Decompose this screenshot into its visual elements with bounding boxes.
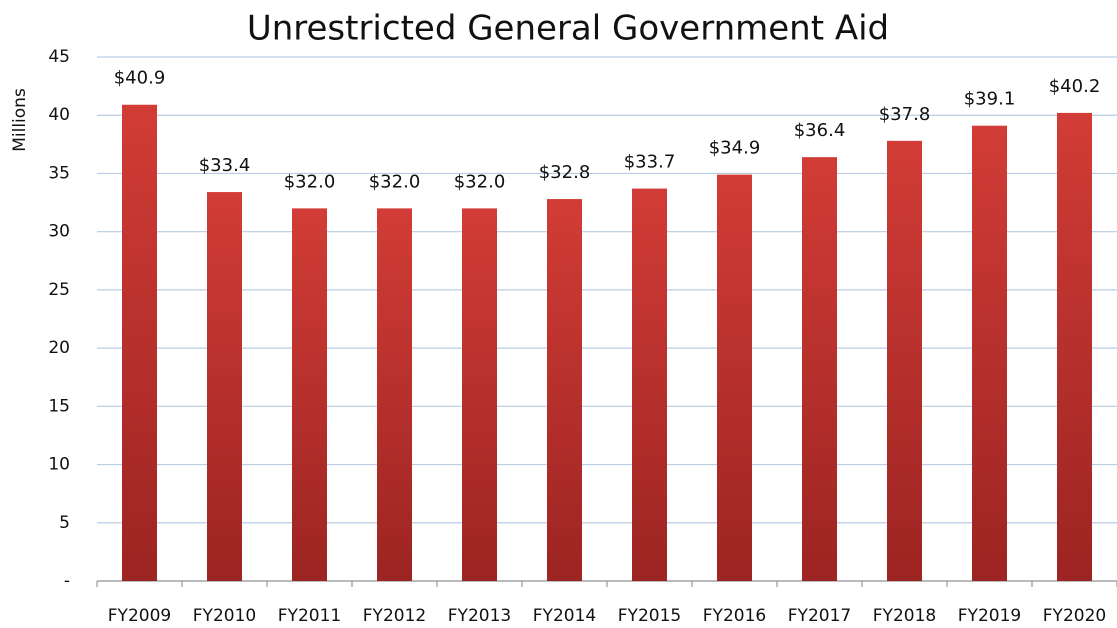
y-tick-label: -	[64, 571, 70, 591]
value-label: $34.9	[709, 138, 761, 159]
bar	[292, 208, 327, 581]
bar	[802, 157, 837, 582]
value-label: $40.2	[1049, 76, 1101, 97]
x-tick-label: FY2013	[448, 606, 511, 626]
x-tick-label: FY2010	[193, 606, 256, 626]
x-tick-label: FY2016	[703, 606, 766, 626]
y-tick-label: 5	[59, 513, 70, 533]
y-tick-label: 40	[48, 105, 70, 125]
bar	[547, 199, 582, 581]
bar	[122, 104, 157, 582]
bar	[462, 208, 497, 581]
y-tick-label: 15	[48, 396, 70, 416]
value-label: $37.8	[879, 104, 931, 125]
y-tick-label: 10	[48, 455, 70, 475]
y-tick-label: 45	[48, 47, 70, 67]
value-label: $32.8	[539, 162, 591, 183]
value-label: $32.0	[454, 171, 506, 192]
x-tick-label: FY2020	[1043, 606, 1106, 626]
bar	[632, 188, 667, 582]
value-label: $40.9	[114, 68, 166, 89]
y-tick-label: 25	[48, 280, 70, 300]
y-tick-label: 30	[48, 222, 70, 242]
value-label: $32.0	[369, 171, 421, 192]
value-label: $39.1	[964, 89, 1016, 110]
x-tick-label: FY2015	[618, 606, 681, 626]
x-tick-label: FY2014	[533, 606, 596, 626]
y-axis-label: Millions	[10, 88, 30, 152]
x-tick-label: FY2009	[108, 606, 171, 626]
bar	[717, 174, 752, 581]
bar	[972, 125, 1007, 582]
value-label: $33.7	[624, 152, 676, 173]
y-tick-label: 35	[48, 163, 70, 183]
bar	[887, 140, 922, 581]
x-tick-label: FY2012	[363, 606, 426, 626]
value-label: $33.4	[199, 155, 251, 176]
x-tick-label: FY2011	[278, 606, 341, 626]
bar	[1057, 112, 1092, 581]
value-label: $36.4	[794, 120, 846, 141]
value-label: $32.0	[284, 171, 336, 192]
bar	[207, 192, 242, 581]
y-tick-label: 20	[48, 338, 70, 358]
bar	[377, 208, 412, 581]
x-tick-label: FY2017	[788, 606, 851, 626]
x-tick-label: FY2018	[873, 606, 936, 626]
x-tick-label: FY2019	[958, 606, 1021, 626]
chart-title: Unrestricted General Government Aid	[247, 9, 889, 49]
